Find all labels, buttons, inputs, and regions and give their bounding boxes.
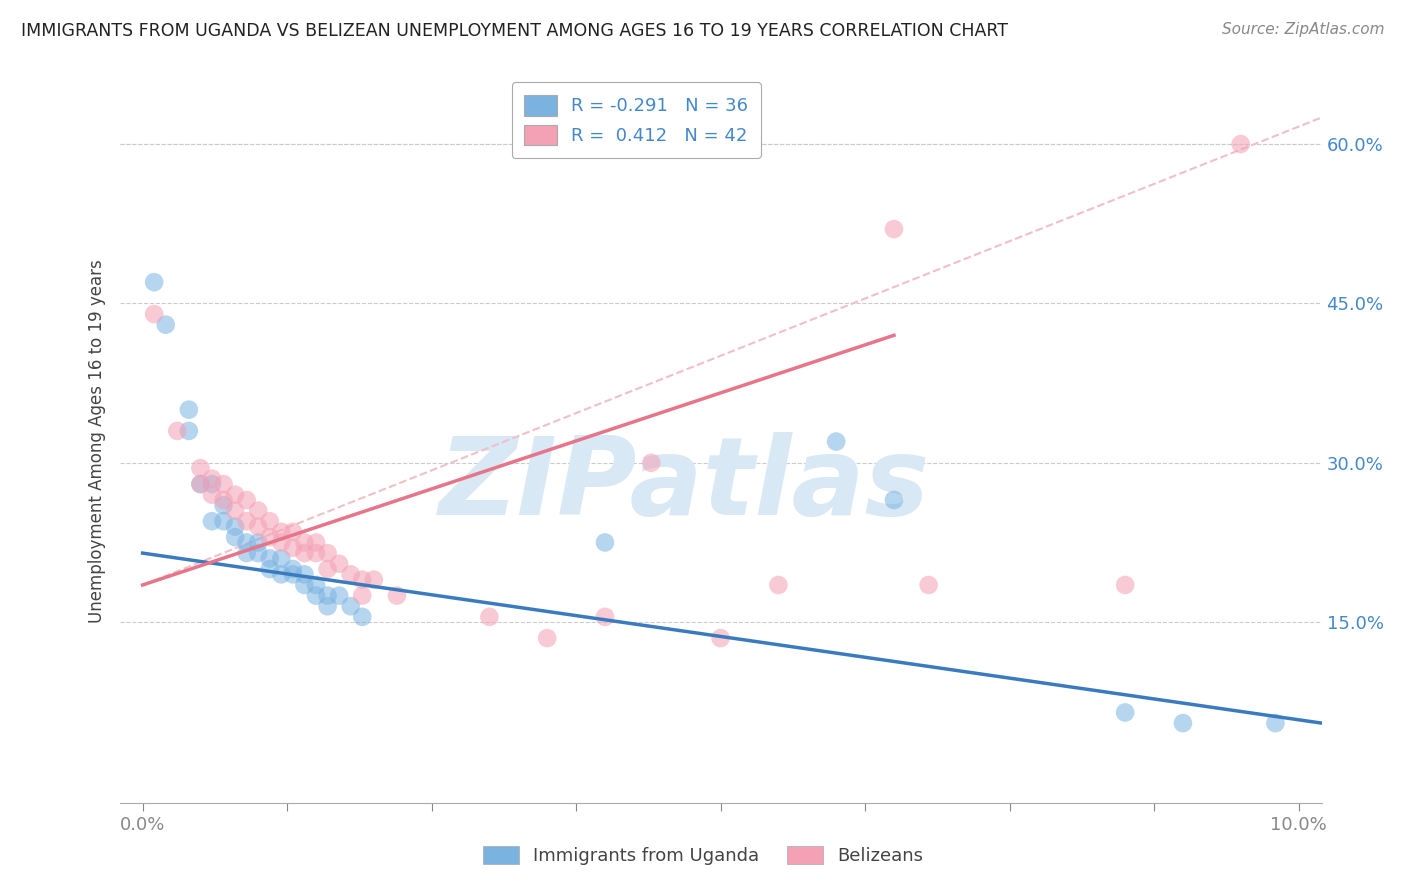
- Point: [201, 472, 224, 486]
- Point: [825, 434, 848, 449]
- Point: [917, 578, 939, 592]
- Point: [270, 524, 292, 539]
- Point: [224, 519, 246, 533]
- Point: [235, 535, 257, 549]
- Point: [328, 589, 350, 603]
- Point: [212, 498, 235, 512]
- Legend: Immigrants from Uganda, Belizeans: Immigrants from Uganda, Belizeans: [475, 838, 931, 872]
- Point: [281, 562, 304, 576]
- Point: [294, 578, 316, 592]
- Point: [305, 578, 328, 592]
- Point: [212, 514, 235, 528]
- Text: IMMIGRANTS FROM UGANDA VS BELIZEAN UNEMPLOYMENT AMONG AGES 16 TO 19 YEARS CORREL: IMMIGRANTS FROM UGANDA VS BELIZEAN UNEMP…: [21, 22, 1008, 40]
- Point: [177, 402, 200, 417]
- Point: [190, 461, 212, 475]
- Point: [259, 530, 281, 544]
- Point: [352, 573, 374, 587]
- Legend: R = -0.291   N = 36, R =  0.412   N = 42: R = -0.291 N = 36, R = 0.412 N = 42: [512, 82, 761, 158]
- Point: [281, 524, 304, 539]
- Point: [1264, 716, 1286, 731]
- Text: ZIPatlas: ZIPatlas: [439, 432, 931, 538]
- Point: [235, 493, 257, 508]
- Point: [316, 546, 339, 560]
- Point: [316, 589, 339, 603]
- Point: [316, 562, 339, 576]
- Point: [212, 493, 235, 508]
- Point: [339, 567, 361, 582]
- Point: [536, 631, 558, 645]
- Point: [883, 493, 905, 508]
- Point: [235, 546, 257, 560]
- Point: [143, 275, 166, 289]
- Point: [224, 530, 246, 544]
- Point: [235, 514, 257, 528]
- Point: [190, 477, 212, 491]
- Point: [201, 514, 224, 528]
- Point: [593, 535, 616, 549]
- Point: [1229, 136, 1251, 151]
- Point: [259, 562, 281, 576]
- Point: [305, 589, 328, 603]
- Point: [259, 551, 281, 566]
- Point: [640, 456, 662, 470]
- Point: [259, 514, 281, 528]
- Point: [363, 573, 385, 587]
- Point: [339, 599, 361, 614]
- Point: [247, 519, 270, 533]
- Point: [1171, 716, 1194, 731]
- Text: Source: ZipAtlas.com: Source: ZipAtlas.com: [1222, 22, 1385, 37]
- Point: [385, 589, 408, 603]
- Point: [190, 477, 212, 491]
- Point: [281, 541, 304, 555]
- Point: [281, 567, 304, 582]
- Point: [201, 477, 224, 491]
- Point: [305, 546, 328, 560]
- Point: [155, 318, 177, 332]
- Point: [352, 589, 374, 603]
- Point: [316, 599, 339, 614]
- Point: [247, 503, 270, 517]
- Point: [478, 610, 501, 624]
- Point: [270, 567, 292, 582]
- Point: [294, 535, 316, 549]
- Y-axis label: Unemployment Among Ages 16 to 19 years: Unemployment Among Ages 16 to 19 years: [87, 260, 105, 624]
- Point: [270, 535, 292, 549]
- Point: [328, 557, 350, 571]
- Point: [883, 222, 905, 236]
- Point: [201, 488, 224, 502]
- Point: [294, 567, 316, 582]
- Point: [352, 610, 374, 624]
- Point: [270, 551, 292, 566]
- Point: [224, 488, 246, 502]
- Point: [247, 546, 270, 560]
- Point: [593, 610, 616, 624]
- Point: [710, 631, 733, 645]
- Point: [1114, 706, 1136, 720]
- Point: [305, 535, 328, 549]
- Point: [768, 578, 790, 592]
- Point: [294, 546, 316, 560]
- Point: [166, 424, 188, 438]
- Point: [1114, 578, 1136, 592]
- Point: [224, 503, 246, 517]
- Point: [177, 424, 200, 438]
- Point: [247, 535, 270, 549]
- Point: [143, 307, 166, 321]
- Point: [212, 477, 235, 491]
